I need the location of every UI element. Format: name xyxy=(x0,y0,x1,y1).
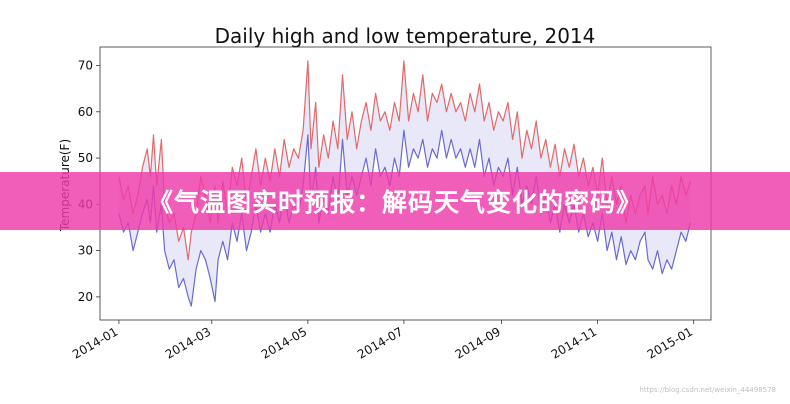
y-tick-label: 60 xyxy=(78,105,93,119)
title-banner: 《气温图实时预报：解码天气变化的密码》 xyxy=(0,172,790,230)
y-tick-label: 50 xyxy=(78,151,93,165)
x-tick-label: 2014-11 xyxy=(549,324,599,361)
y-tick-label: 20 xyxy=(78,290,93,304)
banner-text: 《气温图实时预报：解码天气变化的密码》 xyxy=(147,188,642,217)
watermark-text: https://blog.csdn.net/weixin_44498578 xyxy=(639,386,776,394)
x-tick-label: 2014-05 xyxy=(259,324,309,361)
x-tick-label: 2014-01 xyxy=(70,324,120,361)
y-tick-label: 70 xyxy=(78,59,93,73)
y-tick-label: 30 xyxy=(78,244,93,258)
x-tick-label: 2014-09 xyxy=(453,324,503,361)
x-tick-label: 2014-07 xyxy=(355,324,405,361)
x-tick-label: 2014-03 xyxy=(163,324,213,361)
chart-title: Daily high and low temperature, 2014 xyxy=(215,24,596,48)
x-tick-label: 2015-01 xyxy=(645,324,695,361)
